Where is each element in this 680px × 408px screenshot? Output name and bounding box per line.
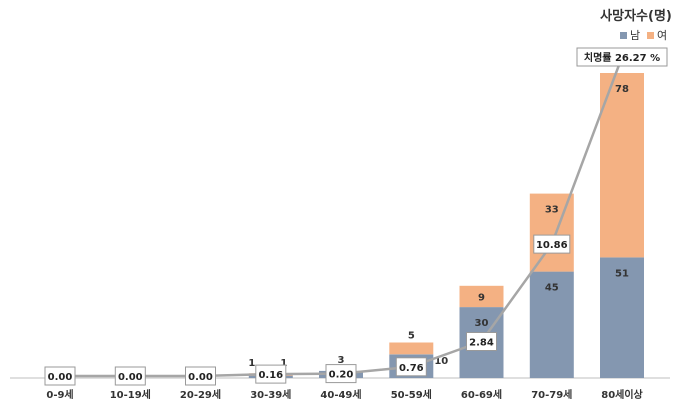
fatality-rate-box-5: [395, 357, 427, 377]
bar-segment-female-8: [600, 73, 644, 258]
bar-segment-female-6: [459, 285, 504, 308]
fatality-rate-box-7: [533, 234, 571, 254]
segment-label-male-3: 1: [280, 358, 287, 369]
fatality-rate-text-4: 0.20: [329, 370, 354, 381]
x-tick-label-4: 40-49세: [320, 388, 361, 401]
fatality-rate-label-8: 치명률 26.27 %: [576, 47, 668, 67]
fatality-rate-box-8: [576, 47, 668, 67]
fatality-rate-text-5: 0.76: [399, 363, 424, 374]
legend-swatch-female: [647, 32, 654, 39]
legend-label-male: 남: [630, 29, 640, 42]
bar-segment-female-5: [389, 342, 434, 355]
legend-label-female: 여: [657, 29, 667, 42]
fatality-rate-label-1: 0.00: [114, 366, 146, 386]
fatality-rate-label-3: 0.16: [255, 364, 287, 384]
fatality-rate-text-0: 0.00: [48, 372, 73, 383]
fatality-rate-label-5: 0.76: [395, 357, 427, 377]
segment-label-female-8: 78: [615, 84, 629, 95]
fatality-rate-box-1: [114, 366, 146, 386]
segment-label-male-7: 45: [545, 283, 559, 294]
fatality-rate-text-6: 2.84: [469, 338, 494, 349]
segment-label-layer: 1 1 3 10 5 30 9 45 33 51 78: [248, 84, 629, 369]
fatality-rate-label-2: 0.00: [185, 366, 216, 386]
segment-label-female-3: 1: [248, 358, 255, 369]
segment-label-male-8: 51: [615, 268, 629, 279]
fatality-rate-label-4: 0.20: [325, 364, 357, 384]
segment-label-male-5: 10: [434, 356, 448, 367]
x-tick-labels: 0-9세 10-19세 20-29세 30-39세 40-49세 50-59세 60-69세…: [46, 388, 643, 401]
segment-label-male-6: 30: [475, 318, 489, 329]
x-tick-label-5: 50-59세: [391, 388, 432, 401]
x-tick-label-2: 20-29세: [180, 388, 221, 401]
chart-title: 사망자수(명): [600, 8, 672, 24]
segment-label-female-6: 9: [478, 292, 485, 303]
fatality-rate-box-2: [185, 366, 216, 386]
fatality-rate-text-2: 0.00: [188, 372, 213, 383]
fatality-rate-labels: 0.00 0.00 0.00 0.16 0.20 0.76 2.84 10.86 치명률 26.…: [44, 47, 668, 386]
fatality-rate-box-4: [325, 364, 357, 384]
x-tick-label-6: 60-69세: [461, 388, 502, 401]
segment-label-female-5: 5: [408, 331, 415, 342]
fatality-rate-label-0: 0.00: [44, 366, 76, 386]
fatality-rate-text-3: 0.16: [258, 370, 283, 381]
bar-layer: [248, 73, 644, 378]
segment-label-female-7: 33: [545, 205, 559, 216]
x-tick-label-1: 10-19세: [110, 388, 151, 401]
bar-segment-male-8: [600, 257, 644, 378]
fatality-rate-box-6: [466, 332, 497, 351]
fatality-rate-label-7: 10.86: [533, 234, 571, 254]
fatality-rate-box-3: [255, 364, 287, 384]
x-tick-label-0: 0-9세: [46, 388, 73, 401]
legend: 남 여: [620, 29, 667, 42]
legend-swatch-male: [620, 32, 627, 39]
fatality-rate-text-8: 치명률 26.27 %: [584, 51, 660, 64]
x-tick-label-7: 70-79세: [531, 388, 572, 401]
segment-label-male-4: 3: [338, 355, 345, 366]
fatality-rate-text-7: 10.86: [536, 240, 568, 251]
fatality-rate-box-0: [44, 366, 76, 386]
x-tick-label-3: 30-39세: [250, 388, 291, 401]
bar-segment-male-7: [529, 271, 574, 378]
x-tick-label-8: 80세이상: [601, 388, 643, 401]
fatality-rate-text-1: 0.00: [118, 372, 143, 383]
fatality-rate-label-6: 2.84: [466, 332, 497, 351]
